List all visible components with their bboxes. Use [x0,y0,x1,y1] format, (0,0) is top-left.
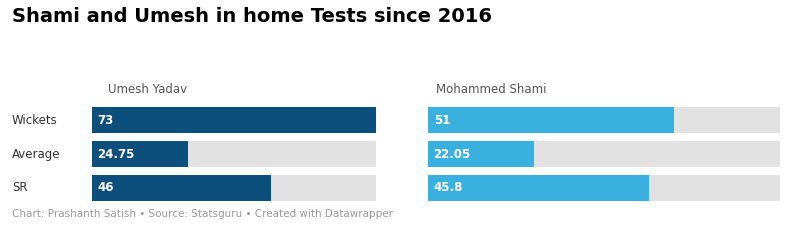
Text: Chart: Prashanth Satish • Source: Statsguru • Created with Datawrapper: Chart: Prashanth Satish • Source: Statsg… [12,209,393,219]
Text: 51: 51 [434,114,450,127]
Text: 22.05: 22.05 [434,148,471,161]
Bar [428,141,534,167]
Bar [92,175,376,201]
Text: Umesh Yadav: Umesh Yadav [108,83,187,96]
Bar [92,107,376,133]
Bar [428,107,780,133]
Text: Mohammed Shami: Mohammed Shami [436,83,546,96]
Text: 73: 73 [98,114,114,127]
Bar [92,141,188,167]
Text: SR: SR [12,181,27,194]
Bar [92,175,271,201]
Text: Wickets: Wickets [12,114,58,127]
Bar [428,141,780,167]
Bar [428,175,649,201]
Bar [92,141,376,167]
Bar [428,107,674,133]
Text: 46: 46 [98,181,114,194]
Text: 45.8: 45.8 [434,181,463,194]
Text: Shami and Umesh in home Tests since 2016: Shami and Umesh in home Tests since 2016 [12,7,492,26]
Bar [92,107,376,133]
Text: 24.75: 24.75 [98,148,135,161]
Bar [428,175,780,201]
Text: Average: Average [12,148,61,161]
